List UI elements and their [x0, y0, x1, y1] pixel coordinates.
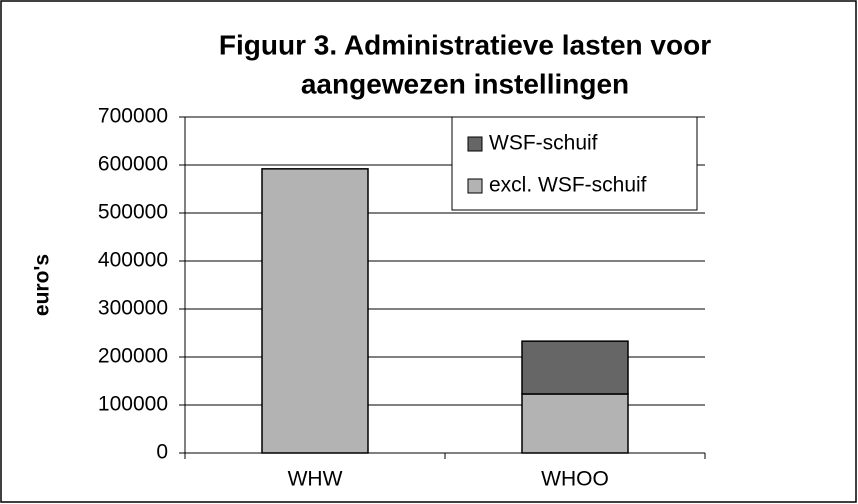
y-tick-label: 100000 — [98, 393, 168, 416]
y-tick-label: 400000 — [98, 249, 168, 272]
x-tick-label: WHW — [288, 468, 343, 491]
legend-label: excl. WSF-schuif — [489, 174, 647, 197]
y-tick-label: 600000 — [98, 153, 168, 176]
bar-segment — [261, 168, 369, 454]
y-tick-label: 300000 — [98, 297, 168, 320]
x-tick-label: WHOO — [541, 468, 609, 491]
legend-label: WSF-schuif — [489, 132, 598, 155]
legend-swatch — [467, 136, 483, 152]
y-tick-label: 500000 — [98, 201, 168, 224]
chart-title: aangewezen instellingen — [301, 68, 629, 99]
chart-title: Figuur 3. Administratieve lasten voor — [219, 29, 711, 60]
y-tick-label: 700000 — [98, 105, 168, 128]
y-axis-label: euro's — [31, 254, 54, 316]
y-tick-label: 0 — [156, 441, 168, 464]
y-tick-label: 200000 — [98, 345, 168, 368]
bar-segment — [521, 340, 629, 395]
bar-segment — [521, 393, 629, 454]
legend-box — [451, 116, 698, 211]
legend-swatch — [467, 178, 483, 194]
